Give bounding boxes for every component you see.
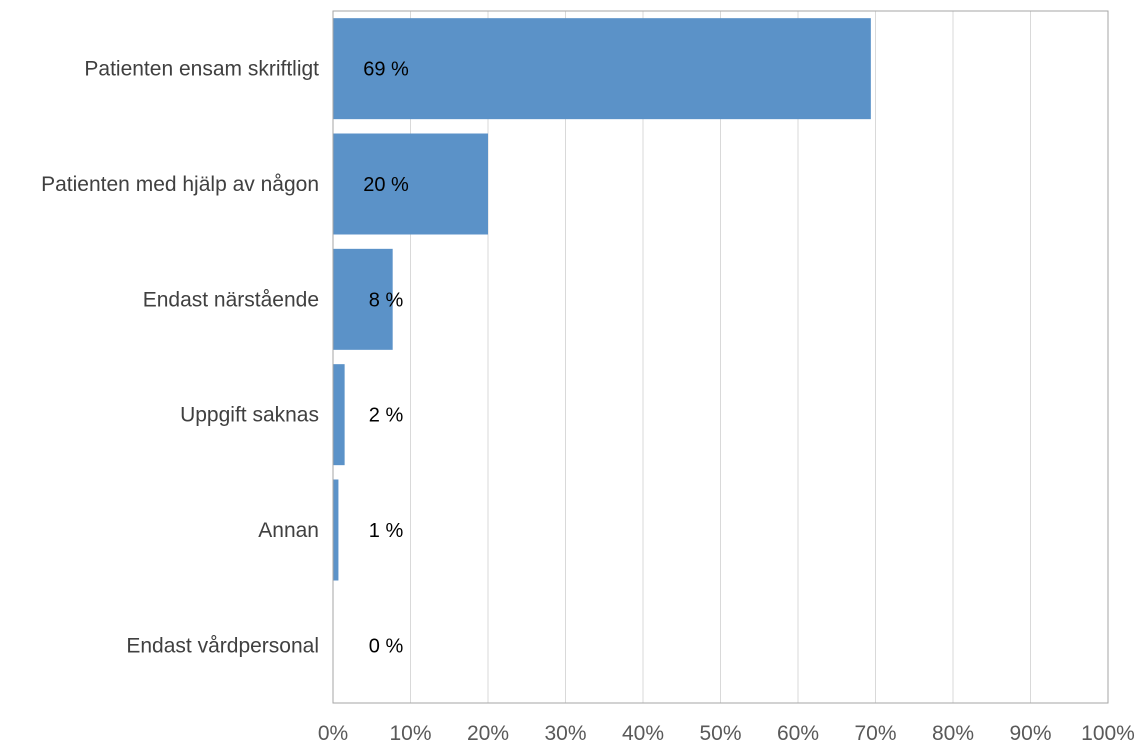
data-label: 0 % bbox=[369, 635, 404, 657]
x-axis-tick-labels: 0% 10% 20% 30% 40% 50% 60% 70% 80% 90% 100% bbox=[318, 722, 1135, 745]
x-tick-label: 60% bbox=[777, 722, 819, 745]
bar bbox=[333, 133, 488, 235]
data-label: 8 % bbox=[369, 289, 404, 311]
bars bbox=[333, 18, 871, 581]
bar bbox=[333, 18, 871, 120]
category-label: Endast vårdpersonal bbox=[126, 634, 319, 657]
bar bbox=[333, 479, 339, 581]
x-tick-label: 10% bbox=[389, 722, 431, 745]
x-tick-label: 70% bbox=[854, 722, 896, 745]
category-label: Endast närstående bbox=[143, 288, 319, 311]
category-label: Patienten ensam skriftligt bbox=[84, 58, 319, 81]
data-label: 20 % bbox=[363, 174, 409, 196]
data-labels: 69 % 20 % 8 % 2 % 1 % 0 % bbox=[363, 59, 409, 658]
data-label: 1 % bbox=[369, 520, 404, 542]
category-labels: Patienten ensam skriftligt Patienten med … bbox=[41, 58, 319, 658]
x-tick-label: 90% bbox=[1009, 722, 1051, 745]
bar bbox=[333, 364, 345, 466]
gridlines bbox=[410, 11, 1031, 703]
category-label: Uppgift saknas bbox=[180, 404, 319, 427]
bar bbox=[333, 248, 393, 350]
category-label: Annan bbox=[258, 519, 319, 542]
x-tick-label: 80% bbox=[932, 722, 974, 745]
x-tick-label: 30% bbox=[544, 722, 586, 745]
x-tick-label: 100% bbox=[1081, 722, 1135, 745]
category-label: Patienten med hjälp av någon bbox=[41, 173, 319, 196]
plot-area-frame bbox=[332, 10, 1109, 704]
x-tick-label: 50% bbox=[699, 722, 741, 745]
x-tick-label: 40% bbox=[622, 722, 664, 745]
data-label: 2 % bbox=[369, 405, 404, 427]
x-tick-label: 0% bbox=[318, 722, 348, 745]
x-tick-label: 20% bbox=[467, 722, 509, 745]
data-label: 69 % bbox=[363, 59, 409, 81]
